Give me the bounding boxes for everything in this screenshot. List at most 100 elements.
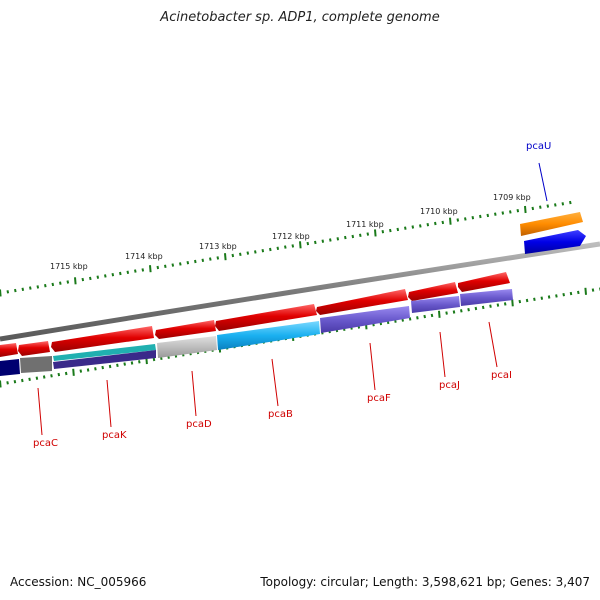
minor-tick	[503, 302, 507, 306]
gene-label-pcaD[interactable]: pcaD	[186, 419, 212, 430]
gene-label-pcaI[interactable]: pcaI	[491, 370, 512, 381]
feature-darkgray	[20, 356, 52, 373]
scale-label-1709: 1709 kbp	[493, 193, 531, 202]
minor-tick	[381, 230, 385, 234]
minor-tick	[562, 293, 565, 297]
genome-backbone	[0, 241, 600, 342]
major-tick	[72, 368, 75, 376]
gene-label-pcaB[interactable]: pcaB	[268, 409, 293, 420]
minor-tick	[254, 250, 257, 254]
minor-tick	[474, 306, 478, 311]
minor-tick	[51, 282, 55, 287]
minor-tick	[13, 380, 17, 384]
minor-tick	[108, 364, 112, 369]
scale-label-1711: 1711 kbp	[346, 220, 384, 229]
minor-tick	[216, 256, 220, 260]
feature-lightgray	[157, 336, 217, 358]
minor-tick	[306, 241, 310, 246]
feature-cyan	[217, 321, 320, 350]
minor-tick	[486, 213, 490, 218]
minor-tick	[366, 232, 370, 236]
minor-tick	[66, 280, 70, 284]
gene-label-pcaU[interactable]: pcaU	[526, 141, 551, 152]
minor-tick	[518, 299, 522, 304]
minor-tick	[434, 221, 437, 226]
minor-tick	[79, 369, 83, 373]
gene-label-pcaK[interactable]: pcaK	[102, 430, 127, 441]
minor-tick	[276, 246, 280, 250]
gene-label-pcaJ[interactable]: pcaJ	[439, 380, 460, 391]
minor-tick	[94, 367, 97, 371]
pcaU-gene-blue	[524, 230, 586, 254]
minor-tick	[389, 228, 392, 233]
minor-tick	[547, 295, 551, 299]
minor-tick	[452, 310, 456, 314]
minor-tick	[396, 227, 400, 232]
minor-tick	[419, 224, 422, 228]
minor-tick	[44, 284, 47, 288]
minor-tick	[111, 273, 115, 277]
feature-purple-3	[320, 306, 410, 333]
minor-tick	[141, 268, 145, 272]
minor-tick	[321, 239, 325, 243]
minor-tick	[351, 234, 355, 239]
minor-tick	[261, 249, 265, 253]
minor-tick	[179, 262, 182, 266]
major-tick	[74, 277, 77, 285]
minor-tick	[464, 217, 467, 221]
accession-text: Accession: NC_005966	[10, 575, 147, 589]
minor-tick	[411, 225, 415, 229]
gene-label-pcaF[interactable]: pcaF	[367, 393, 391, 404]
minor-tick	[561, 202, 565, 206]
minor-tick	[569, 291, 573, 296]
minor-tick	[441, 220, 445, 225]
minor-tick	[81, 277, 85, 282]
minor-tick	[6, 381, 9, 385]
major-tick	[524, 205, 527, 214]
minor-tick	[50, 374, 53, 378]
major-tick	[438, 310, 441, 318]
gene-arrow-pcaF	[316, 289, 408, 315]
minor-tick	[456, 218, 460, 222]
gene-arrow-pcaD	[155, 320, 216, 339]
minor-tick	[96, 275, 100, 279]
major-tick	[374, 229, 377, 237]
feature-teal	[53, 344, 156, 361]
minor-tick	[494, 212, 497, 216]
minor-tick	[116, 363, 119, 367]
minor-tick	[57, 372, 61, 377]
minor-tick	[152, 357, 156, 362]
major-tick	[224, 253, 227, 261]
gene-label-pcaC[interactable]: pcaC	[33, 438, 58, 449]
gene-arrow-left	[0, 343, 18, 357]
minor-tick	[344, 235, 347, 240]
minor-tick	[329, 238, 332, 242]
scale-label-1710: 1710 kbp	[420, 207, 458, 216]
minor-tick	[555, 294, 558, 298]
minor-tick	[423, 314, 426, 319]
minor-tick	[28, 377, 31, 381]
minor-tick	[291, 244, 295, 248]
minor-tick	[577, 290, 580, 295]
gene-arrow-pcaK	[51, 326, 154, 352]
minor-tick	[134, 269, 137, 273]
minor-tick	[314, 240, 317, 245]
minor-tick	[86, 368, 90, 372]
feature-purple-2	[411, 296, 460, 313]
minor-tick	[59, 281, 62, 285]
minor-tick	[64, 371, 68, 376]
label-leader-lines	[37, 162, 548, 436]
feature-darkblue	[0, 359, 20, 376]
minor-tick	[481, 305, 485, 310]
minor-tick	[525, 298, 529, 303]
outer-tick-track	[0, 200, 572, 297]
minor-tick	[467, 308, 470, 312]
minor-tick	[554, 203, 557, 207]
minor-tick	[14, 288, 17, 293]
minor-tick	[21, 378, 24, 383]
minor-tick	[119, 271, 122, 276]
minor-tick	[6, 290, 10, 294]
feature-navy	[53, 350, 156, 369]
minor-tick	[569, 200, 572, 205]
